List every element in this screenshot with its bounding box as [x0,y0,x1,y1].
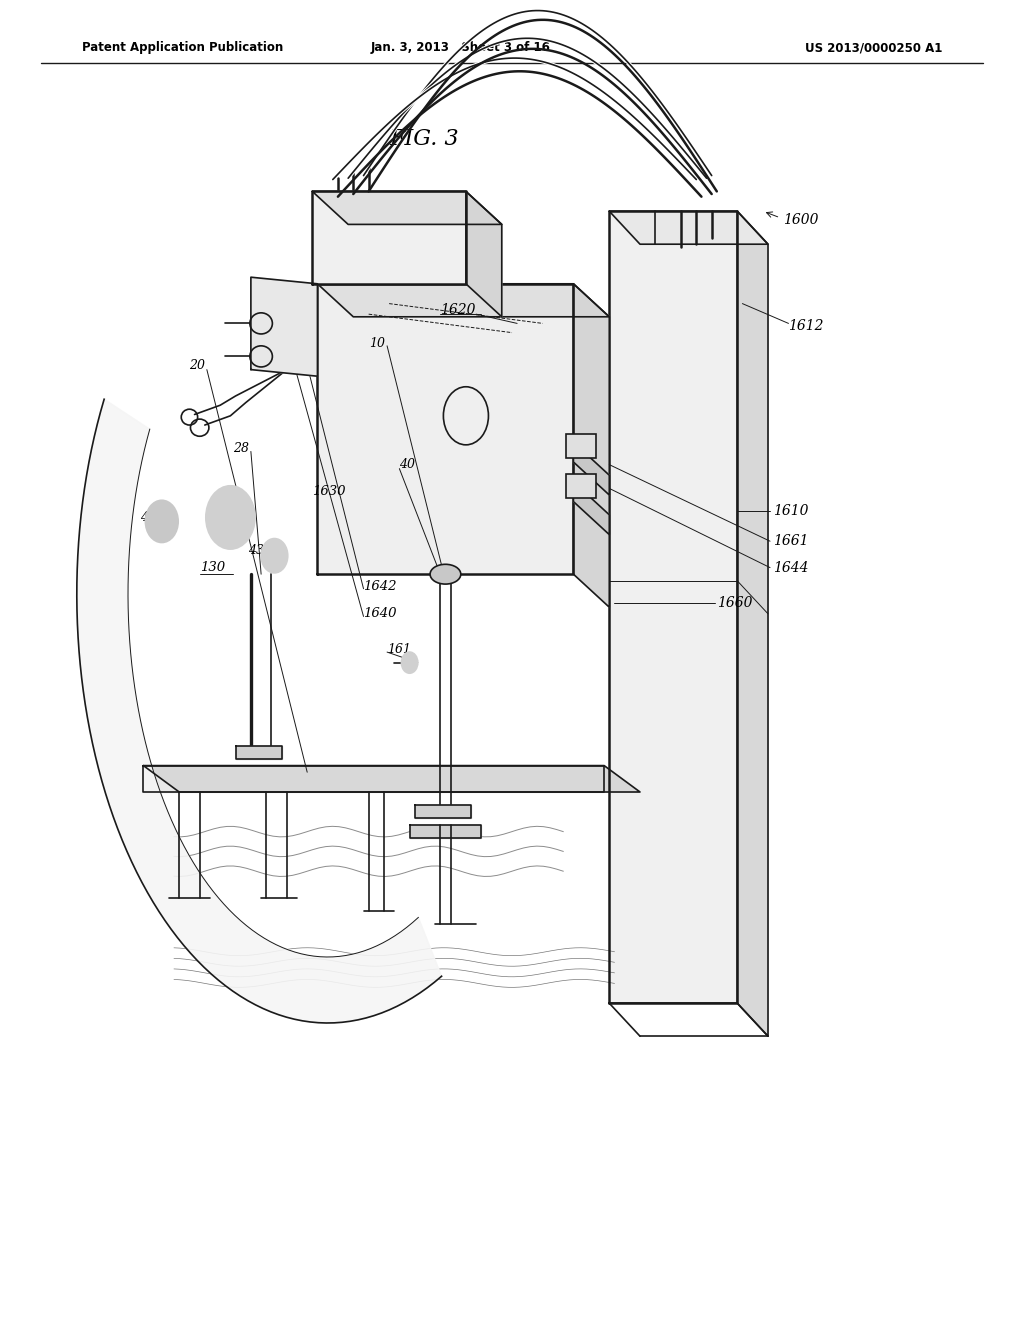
Polygon shape [317,284,609,317]
Text: 28: 28 [232,442,249,455]
Polygon shape [317,284,573,574]
Text: 1612: 1612 [788,319,824,333]
Text: 1630: 1630 [312,484,346,498]
Text: 1640: 1640 [364,607,397,620]
Text: 1620: 1620 [440,304,476,317]
Ellipse shape [430,565,461,583]
Polygon shape [236,746,282,759]
Polygon shape [410,825,481,838]
Text: 1660: 1660 [717,597,753,610]
Text: 1610: 1610 [773,504,809,517]
Polygon shape [573,442,609,495]
Text: 41: 41 [139,511,156,524]
Polygon shape [609,211,768,244]
Polygon shape [573,284,609,607]
Text: 10: 10 [369,337,385,350]
Text: 130: 130 [200,561,225,574]
Text: Patent Application Publication: Patent Application Publication [82,41,284,54]
Text: 20: 20 [188,359,205,372]
Polygon shape [312,191,466,284]
Text: 43: 43 [248,544,264,557]
FancyBboxPatch shape [566,434,596,458]
Text: 1644: 1644 [773,561,809,574]
Polygon shape [737,211,768,1036]
Text: 161: 161 [387,643,411,656]
Polygon shape [573,482,609,535]
Polygon shape [415,805,471,818]
Circle shape [261,539,288,573]
Polygon shape [609,211,737,1003]
Circle shape [401,652,418,673]
Text: US 2013/0000250 A1: US 2013/0000250 A1 [805,41,942,54]
Polygon shape [77,399,441,1023]
Polygon shape [143,766,640,792]
Text: 1642: 1642 [364,579,397,593]
Polygon shape [143,766,604,792]
FancyBboxPatch shape [566,474,596,498]
Text: 40: 40 [399,458,416,471]
Text: FIG. 3: FIG. 3 [389,128,459,149]
Text: 40: 40 [207,504,223,517]
Text: 1661: 1661 [773,535,809,548]
Circle shape [145,500,178,543]
Polygon shape [251,277,317,376]
Text: 1600: 1600 [783,214,819,227]
Text: Jan. 3, 2013   Sheet 3 of 16: Jan. 3, 2013 Sheet 3 of 16 [371,41,551,54]
Polygon shape [466,191,502,317]
Polygon shape [312,191,502,224]
Circle shape [206,486,255,549]
